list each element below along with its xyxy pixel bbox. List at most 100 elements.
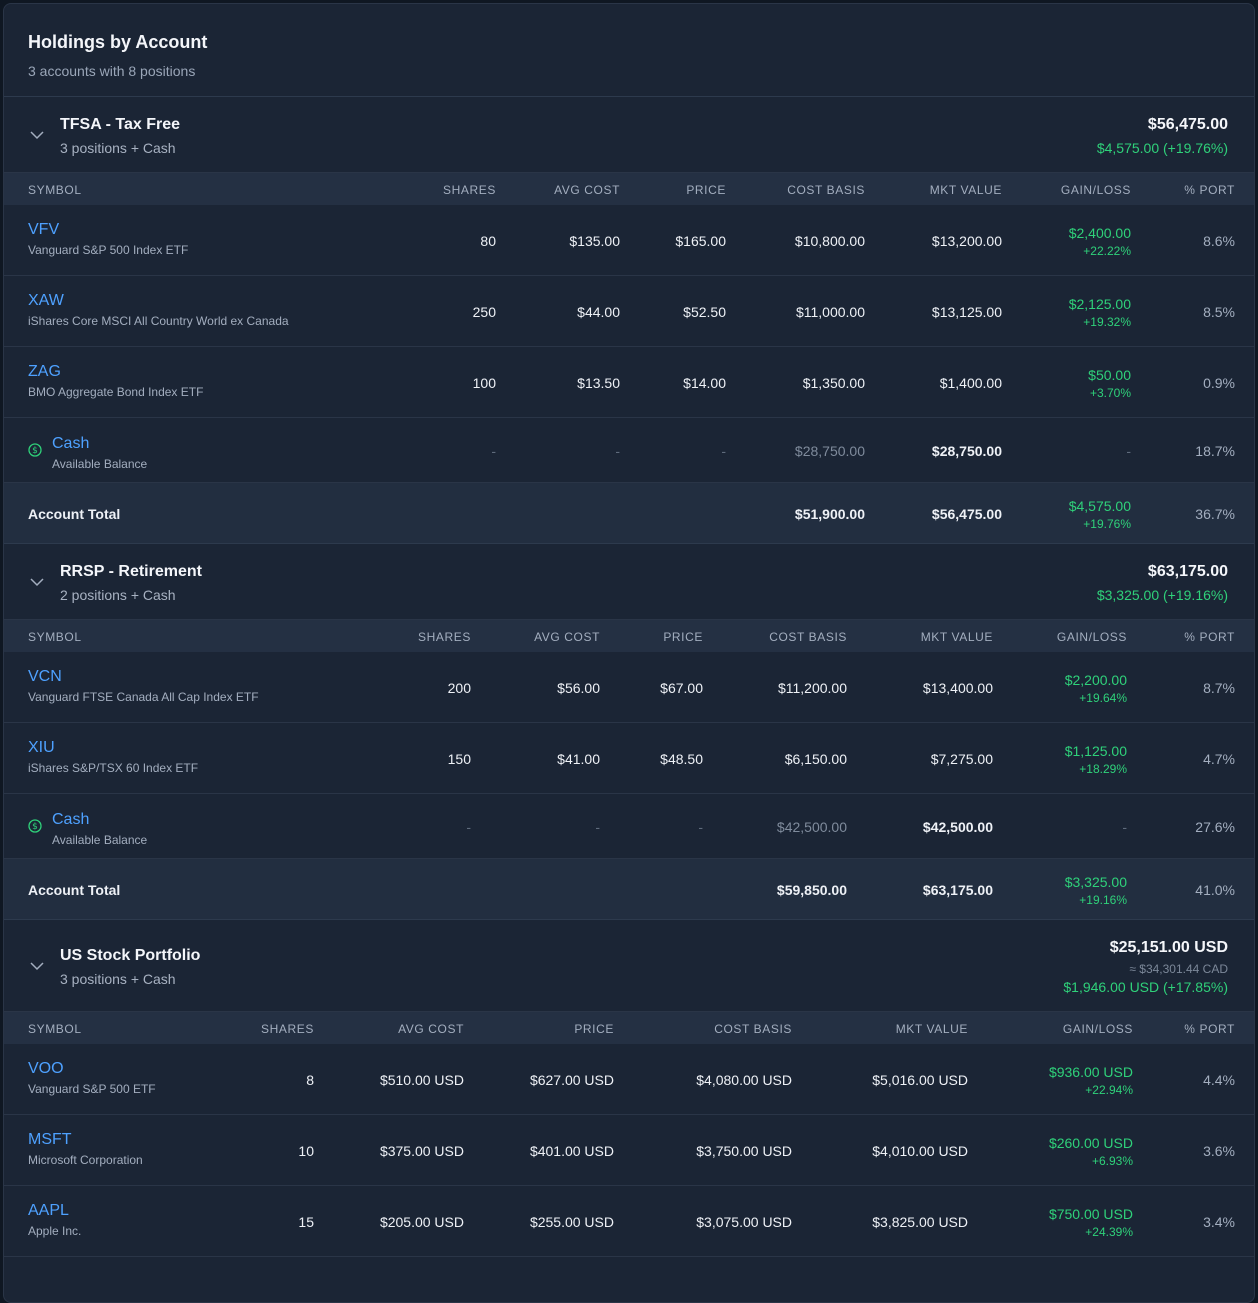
price-cell: $401.00 USD: [529, 1143, 614, 1159]
security-name: Microsoft Corporation: [28, 1153, 143, 1167]
svg-text:$: $: [32, 446, 38, 456]
chevron-down-icon[interactable]: [28, 573, 46, 591]
column-header-symbol: SYMBOL: [28, 183, 82, 197]
column-header-port: % PORT: [1184, 183, 1235, 197]
chevron-down-icon[interactable]: [28, 957, 46, 975]
page-subtitle: 3 accounts with 8 positions: [28, 63, 196, 79]
avg-cost-cell: $375.00 USD: [379, 1143, 464, 1159]
symbol-link[interactable]: VFV: [28, 221, 60, 238]
account-total-value: $56,475.00: [1147, 116, 1228, 133]
gain-loss-cell: $750.00 USD +24.39%: [1049, 1206, 1133, 1239]
avg-cost-cell: $41.00: [557, 751, 600, 767]
gain-percent: +19.76%: [1083, 517, 1131, 531]
port-percent-cell: 8.5%: [1203, 304, 1235, 320]
table-row[interactable]: VCN Vanguard FTSE Canada All Cap Index E…: [4, 652, 1254, 723]
symbol-link[interactable]: AAPL: [28, 1202, 69, 1219]
cost-basis-cell: $11,200.00: [777, 680, 847, 696]
column-header-cost-basis: COST BASIS: [769, 630, 847, 644]
price-cell: $255.00 USD: [529, 1214, 614, 1230]
column-header-gain-loss: GAIN/LOSS: [1056, 630, 1127, 644]
cost-basis-cell: $59,850.00: [776, 882, 847, 898]
port-percent-cell: 36.7%: [1195, 506, 1235, 522]
shares-cell: 8: [306, 1072, 314, 1088]
mkt-value-cell: $1,400.00: [939, 375, 1002, 391]
symbol-link[interactable]: MSFT: [28, 1131, 72, 1148]
symbol-link[interactable]: VOO: [28, 1060, 64, 1077]
shares-cell: 10: [298, 1143, 314, 1159]
price-cell: $627.00 USD: [529, 1072, 614, 1088]
security-name: iShares S&P/TSX 60 Index ETF: [28, 761, 199, 775]
cash-row[interactable]: $ Cash Available Balance - - - $28,750.0…: [4, 418, 1254, 483]
gain-percent: +19.32%: [1083, 315, 1131, 329]
table-row[interactable]: MSFT Microsoft Corporation 10 $375.00 US…: [4, 1115, 1254, 1186]
column-header-avg-cost: AVG COST: [398, 1022, 464, 1036]
symbol-link[interactable]: VCN: [28, 668, 62, 685]
mkt-value-cell: $13,400.00: [922, 680, 993, 696]
cash-sublabel: Available Balance: [52, 457, 148, 471]
mkt-value-cell: $63,175.00: [922, 882, 993, 898]
cost-basis-cell: $10,800.00: [794, 233, 865, 249]
cost-basis-cell: $3,075.00 USD: [696, 1214, 792, 1230]
gain-amount: $2,200.00: [1064, 672, 1127, 688]
mkt-value-cell: $13,200.00: [931, 233, 1002, 249]
port-percent-cell: 3.4%: [1203, 1214, 1235, 1230]
gain-loss-cell: $50.00 +3.70%: [1088, 367, 1131, 400]
shares-cell: 80: [480, 233, 496, 249]
table-row[interactable]: XIU iShares S&P/TSX 60 Index ETF 150 $41…: [4, 723, 1254, 794]
port-percent-cell: 8.6%: [1203, 233, 1235, 249]
gain-percent: +22.94%: [1085, 1083, 1133, 1097]
port-percent-cell: 8.7%: [1203, 680, 1235, 696]
price-cell: $52.50: [683, 304, 726, 320]
holdings-panel: Holdings by Account 3 accounts with 8 po…: [3, 3, 1255, 1303]
account-total-cad: ≈ $34,301.44 CAD: [1129, 962, 1228, 976]
gain-amount: $2,125.00: [1068, 296, 1131, 312]
dollar-circle-icon: $: [28, 443, 42, 457]
shares-cell: 200: [447, 680, 471, 696]
security-name: Vanguard S&P 500 Index ETF: [28, 243, 189, 257]
table-row[interactable]: ZAG BMO Aggregate Bond Index ETF 100 $13…: [4, 347, 1254, 418]
table-row[interactable]: VOO Vanguard S&P 500 ETF 8 $510.00 USD $…: [4, 1044, 1254, 1115]
cash-row[interactable]: $ Cash Available Balance - - - $42,500.0…: [4, 794, 1254, 859]
account-total-row: Account Total $51,900.00 $56,475.00 $4,5…: [4, 483, 1254, 544]
column-header-port: % PORT: [1184, 630, 1235, 644]
column-header-shares: SHARES: [418, 630, 471, 644]
account-total-gain: $4,575.00 (+19.76%): [1096, 140, 1228, 156]
cash-label[interactable]: Cash: [52, 435, 90, 452]
table-row[interactable]: AAPL Apple Inc. 15 $205.00 USD $255.00 U…: [4, 1186, 1254, 1257]
cash-label[interactable]: Cash: [52, 811, 90, 828]
port-percent-cell: 18.7%: [1195, 443, 1235, 459]
table-row[interactable]: XAW iShares Core MSCI All Country World …: [4, 276, 1254, 347]
symbol-link[interactable]: XAW: [28, 292, 64, 309]
account-total-label: Account Total: [28, 882, 121, 898]
account-header-rrsp[interactable]: RRSP - Retirement 2 positions + Cash $63…: [4, 544, 1254, 620]
gain-loss-cell: $3,325.00 +19.16%: [1065, 874, 1127, 907]
gain-amount: $50.00: [1088, 367, 1131, 383]
column-header-price: PRICE: [663, 630, 703, 644]
column-header-avg-cost: AVG COST: [534, 630, 600, 644]
avg-cost-cell: $13.50: [577, 375, 620, 391]
column-header-cost-basis: COST BASIS: [714, 1022, 792, 1036]
account-header-us-stock[interactable]: US Stock Portfolio 3 positions + Cash $2…: [4, 920, 1254, 1012]
symbol-link[interactable]: XIU: [28, 739, 55, 756]
column-header-mkt-value: MKT VALUE: [929, 183, 1002, 197]
mkt-value-cell: $42,500.00: [922, 819, 993, 835]
shares-cell: 250: [472, 304, 496, 320]
gain-percent: +6.93%: [1091, 1154, 1133, 1168]
chevron-down-icon[interactable]: [28, 126, 46, 144]
gain-loss-cell: -: [1126, 443, 1131, 459]
account-total-value: $63,175.00: [1147, 563, 1228, 580]
shares-cell: 15: [298, 1214, 314, 1230]
gain-loss-cell: $2,200.00 +19.64%: [1065, 672, 1127, 705]
account-header-tfsa[interactable]: TFSA - Tax Free 3 positions + Cash $56,4…: [4, 97, 1254, 173]
gain-amount: $3,325.00: [1064, 874, 1127, 890]
price-cell: $165.00: [675, 233, 726, 249]
price-cell: $48.50: [660, 751, 703, 767]
column-header-gain-loss: GAIN/LOSS: [1062, 1022, 1133, 1036]
table-row[interactable]: VFV Vanguard S&P 500 Index ETF 80 $135.0…: [4, 205, 1254, 276]
security-name: iShares Core MSCI All Country World ex C…: [28, 314, 289, 328]
gain-loss-cell: $936.00 USD +22.94%: [1049, 1064, 1133, 1097]
gain-percent: +24.39%: [1085, 1225, 1133, 1239]
column-header-port: % PORT: [1184, 1022, 1235, 1036]
account-total-label: Account Total: [28, 506, 121, 522]
symbol-link[interactable]: ZAG: [28, 363, 61, 380]
